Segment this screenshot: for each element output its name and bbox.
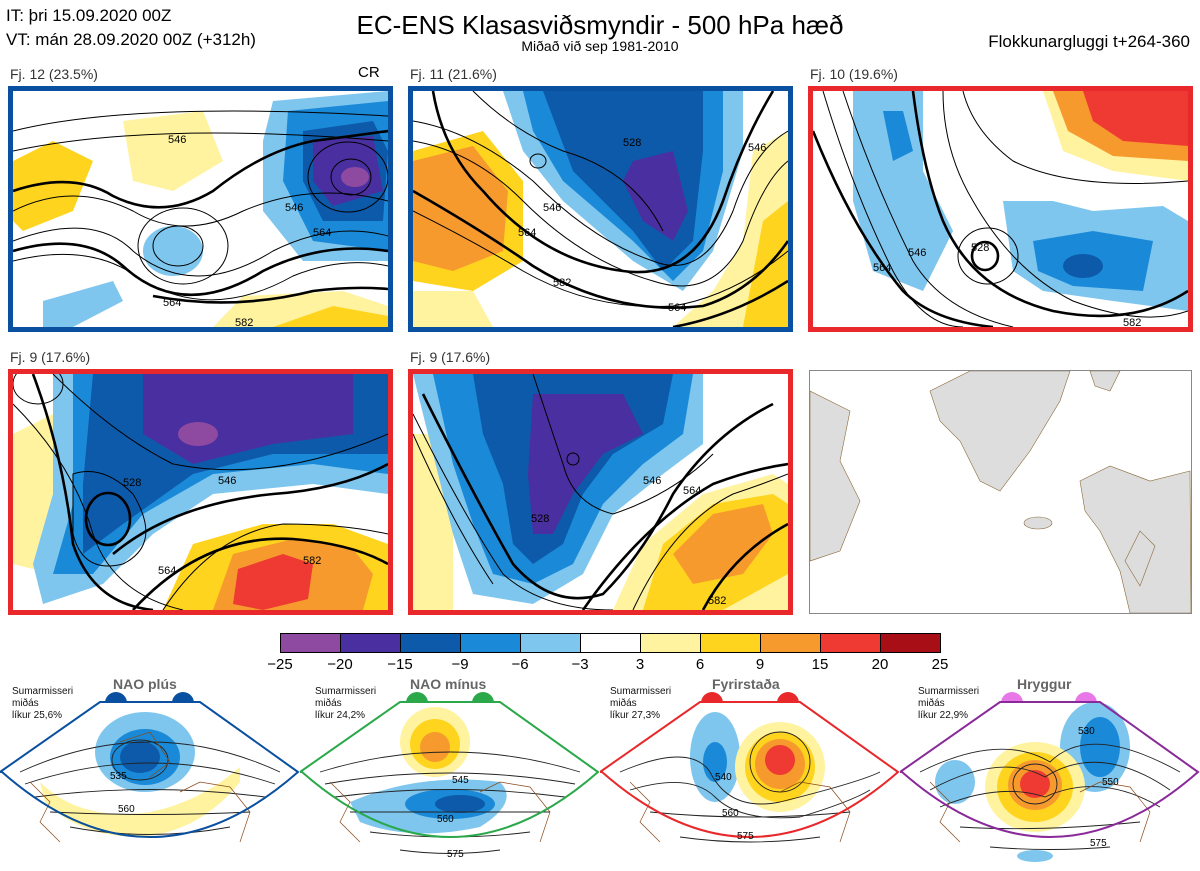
regime-nao-plus: Sumarmisseri miðás líkur 25,6% NAO plús … (0, 672, 300, 871)
panel-label: Fj. 9 (17.6%) (410, 349, 491, 365)
contour-label: 546 (748, 142, 766, 154)
colorbar-tick: −3 (571, 656, 589, 673)
contour-label: 582 (708, 595, 726, 607)
colorbar-tick: 3 (635, 656, 645, 673)
contour-label: 546 (168, 134, 186, 146)
regime-ridge: Sumarmisseri miðás líkur 22,9% Hryggur 5… (900, 672, 1200, 871)
regime-nao-minus: Sumarmisseri miðás líkur 24,2% NAO mínus… (300, 672, 600, 871)
contour-label: 560 (118, 804, 135, 815)
contour-label: 582 (303, 555, 321, 567)
regime-blocking: Sumarmisseri miðás líkur 27,3% Fyrirstað… (600, 672, 900, 871)
colorbar-swatch (700, 633, 760, 653)
colorbar-swatch (580, 633, 640, 653)
contour-label: 564 (873, 262, 891, 274)
colorbar-swatch (640, 633, 700, 653)
cluster-map-10: 528 546 564 582 (808, 86, 1193, 332)
contour-label: 528 (123, 477, 141, 489)
panel-label: Fj. 12 (23.5%) (10, 66, 98, 82)
contour-label: 545 (452, 775, 469, 786)
contour-label: 528 (531, 513, 549, 525)
regime-outline (900, 701, 1200, 838)
contour-label: 528 (971, 242, 989, 254)
contour-label: 550 (1102, 777, 1119, 788)
valid-time: VT: mán 28.09.2020 00Z (+312h) (6, 30, 256, 49)
contour-label: 582 (235, 317, 253, 327)
regime-info: Sumarmisseri miðás líkur 24,2% (315, 686, 377, 721)
contour-label: 564 (518, 227, 536, 239)
regime-name: NAO plús (113, 676, 177, 692)
contour-label: 564 (158, 565, 176, 577)
regime-outline (300, 701, 600, 838)
panel-tag: CR (358, 64, 380, 81)
contour-label: 564 (163, 297, 181, 309)
regime-info: Sumarmisseri miðás líkur 22,9% (918, 686, 980, 721)
colorbar-tick: −20 (327, 656, 353, 673)
reference-map (809, 370, 1192, 614)
contour-label: 560 (437, 814, 454, 825)
contour-label: 575 (737, 831, 754, 842)
contour-label: 546 (643, 475, 661, 487)
page-title: EC-ENS Klasasviðsmyndir - 500 hPa hæð (356, 10, 844, 40)
regime-name: NAO mínus (410, 676, 487, 692)
cluster-map-9a: 528 546 564 582 (8, 369, 393, 615)
colorbar-swatch (520, 633, 580, 653)
colorbar-tick: 6 (695, 656, 705, 673)
contour-label: 540 (715, 772, 732, 783)
contour-label: 546 (908, 247, 926, 259)
panel-label: Fj. 9 (17.6%) (10, 349, 91, 365)
issue-time: IT: þri 15.09.2020 00Z (6, 6, 172, 25)
colorbar-tick: −15 (387, 656, 413, 673)
colorbar-tick: 20 (871, 656, 889, 673)
contour-label: 582 (553, 277, 571, 289)
contour-label: 546 (285, 202, 303, 214)
colorbar-swatch (880, 633, 940, 653)
colorbar-tick: 9 (755, 656, 765, 673)
colorbar-swatch (460, 633, 520, 653)
regime-outline (0, 701, 300, 838)
colorbar-swatch (340, 633, 400, 653)
cluster-map-11: 528 546 564 582 564 546 (408, 86, 793, 332)
colorbar-swatch (400, 633, 460, 653)
colorbar-tick: −6 (511, 656, 529, 673)
regime-info: Sumarmisseri miðás líkur 25,6% (12, 686, 74, 721)
contour-label: 546 (218, 475, 236, 487)
panel-label: Fj. 10 (19.6%) (810, 66, 898, 82)
regime-outline (600, 701, 900, 838)
panel-label: Fj. 11 (21.6%) (410, 66, 497, 82)
colorbar-swatch (760, 633, 820, 653)
regime-info: Sumarmisseri miðás líkur 27,3% (610, 686, 672, 721)
contour-label: 564 (683, 485, 701, 497)
contour-label: 528 (623, 137, 641, 149)
page-subtitle: Miðað við sep 1981-2010 (521, 38, 679, 54)
contour-label: 564 (313, 227, 331, 239)
colorbar-tick: 15 (811, 656, 829, 673)
contour-label: 575 (447, 849, 464, 860)
colorbar-tick: 25 (931, 656, 949, 673)
cluster-map-12: 546 564 564 582 546 (8, 86, 393, 332)
regime-name: Hryggur (1017, 676, 1072, 692)
contour-label: 530 (1078, 726, 1095, 737)
cluster-map-9b: 528 546 564 582 (408, 369, 793, 615)
contour-label: 582 (1123, 317, 1141, 327)
colorbar-swatch (280, 633, 340, 653)
colorbar-swatch (820, 633, 880, 653)
contour-label: 546 (543, 202, 561, 214)
contour-label: 564 (668, 302, 686, 314)
colorbar-tick: −9 (451, 656, 469, 673)
contour-label: 575 (1090, 838, 1107, 849)
contour-label: 560 (722, 808, 739, 819)
regime-name: Fyrirstaða (712, 676, 780, 692)
colorbar-tick: −25 (267, 656, 293, 673)
contour-label: 535 (110, 771, 127, 782)
classification-window: Flokkunargluggi t+264-360 (988, 32, 1190, 51)
